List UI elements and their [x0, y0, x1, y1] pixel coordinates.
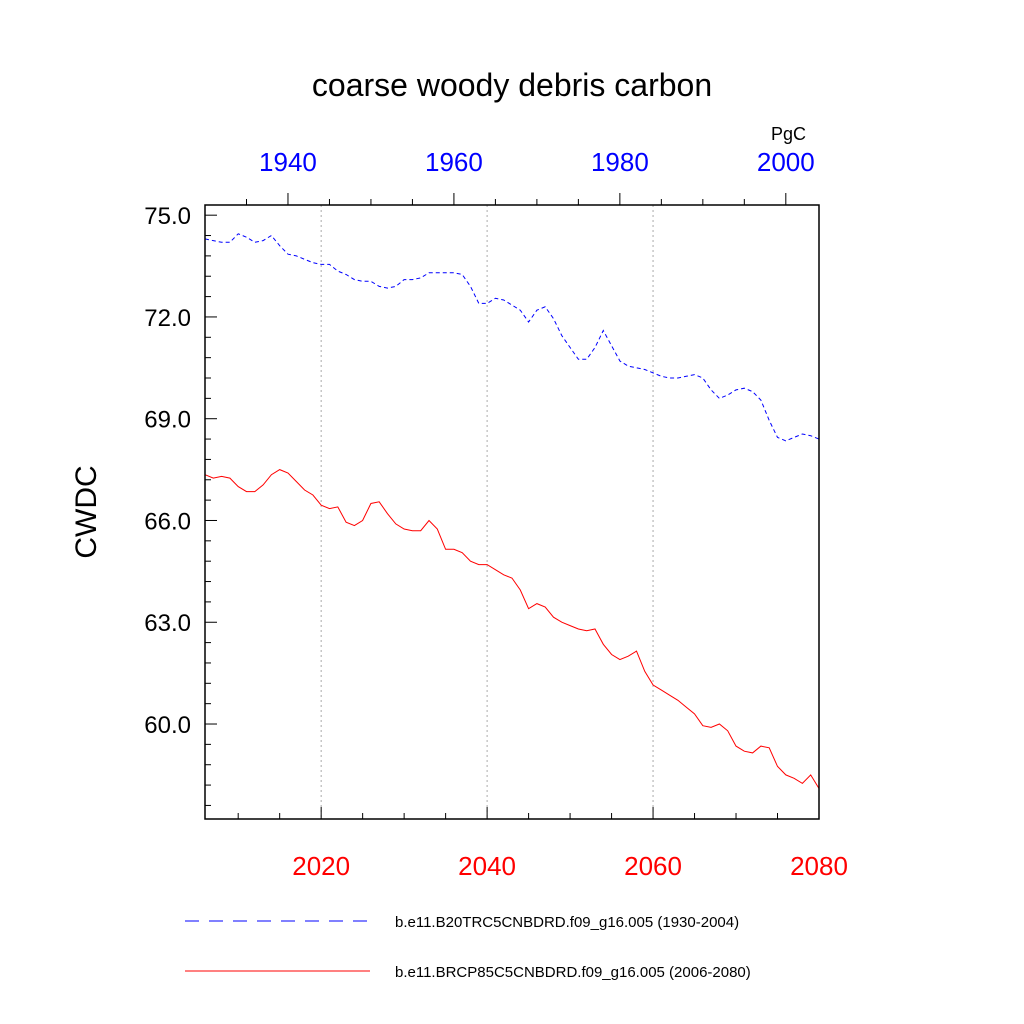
- top-tick-label-2000: 2000: [757, 147, 815, 177]
- bottom-tick-label-2040: 2040: [458, 851, 516, 881]
- legend-label-1: b.e11.BRCP85C5CNBDRD.f09_g16.005 (2006-2…: [395, 964, 751, 981]
- y-axis-label: CWDC: [70, 465, 103, 558]
- y-tick-label-75.0: 75.0: [144, 203, 191, 230]
- series-line-0: [204, 233, 820, 442]
- y-tick-label-63.0: 63.0: [144, 610, 191, 637]
- series-line-1: [204, 469, 820, 789]
- legend: b.e11.B20TRC5CNBDRD.f09_g16.005 (1930-20…: [185, 914, 751, 981]
- series-lines: [204, 233, 820, 789]
- plot-frame: [204, 204, 820, 820]
- y-tick-label-69.0: 69.0: [144, 407, 191, 434]
- y-tick-label-66.0: 66.0: [144, 508, 191, 535]
- y-tick-label-60.0: 60.0: [144, 712, 191, 739]
- units-label: PgC: [771, 124, 806, 144]
- top-tick-label-1960: 1960: [425, 147, 483, 177]
- bottom-tick-label-2060: 2060: [624, 851, 682, 881]
- bottom-tick-label-2020: 2020: [292, 851, 350, 881]
- y-tick-label-72.0: 72.0: [144, 305, 191, 332]
- legend-label-0: b.e11.B20TRC5CNBDRD.f09_g16.005 (1930-20…: [395, 914, 739, 931]
- bottom-tick-label-2080: 2080: [790, 851, 848, 881]
- top-tick-label-1980: 1980: [591, 147, 649, 177]
- axis-ticks: 2020 2040 2060 2080 1940 1960 1980 2000 60.0 63.0…: [144, 147, 848, 881]
- grid-lines: [320, 205, 654, 819]
- top-tick-label-1940: 1940: [259, 147, 317, 177]
- chart-title: coarse woody debris carbon: [312, 67, 712, 103]
- axes: [204, 204, 820, 820]
